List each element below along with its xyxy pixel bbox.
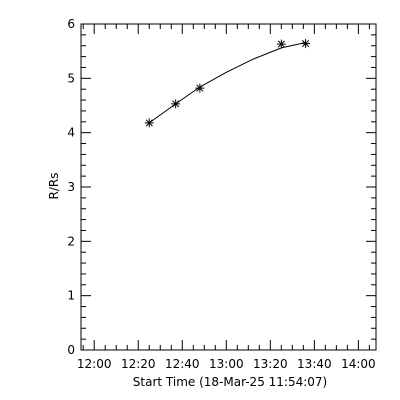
asterisk-stroke <box>196 84 204 92</box>
x-tick-label: 13:00 <box>209 357 244 371</box>
y-tick-label: 6 <box>67 17 75 31</box>
x-tick-label: 13:40 <box>297 357 332 371</box>
y-axis-title: R/Rs <box>47 173 61 200</box>
y-tick-label: 3 <box>67 180 75 194</box>
data-points-layer <box>144 39 311 128</box>
data-point-asterisk <box>276 39 286 49</box>
fit-curve-layer <box>148 41 306 124</box>
y-tick-label: 4 <box>67 126 75 140</box>
y-tick-label: 2 <box>67 234 75 248</box>
asterisk-stroke <box>172 100 180 108</box>
x-axis-title: Start Time (18-Mar-25 11:54:07) <box>133 375 327 389</box>
data-point-asterisk <box>195 83 205 93</box>
x-tick-label: 12:00 <box>77 357 112 371</box>
x-axis-ticks: 12:00 12:20 12:40 13:00 13:20 13:40 14:00 <box>77 24 376 371</box>
y-tick-label: 5 <box>67 71 75 85</box>
data-point-asterisk <box>171 99 181 109</box>
asterisk-stroke <box>145 119 153 127</box>
asterisk-stroke <box>277 40 285 48</box>
x-tick-label: 12:40 <box>165 357 200 371</box>
fit-curve <box>148 41 306 124</box>
plot-border <box>80 23 377 351</box>
asterisk-stroke <box>301 40 310 48</box>
x-tick-label: 12:20 <box>121 357 156 371</box>
data-point-asterisk <box>301 39 311 49</box>
y-axis-ticks: 0 1 2 3 4 5 6 <box>67 17 376 357</box>
y-tick-label: 1 <box>67 289 75 303</box>
x-tick-label: 14:00 <box>341 357 376 371</box>
data-point-asterisk <box>144 118 154 128</box>
plot-frame <box>80 23 377 351</box>
y-tick-label: 0 <box>67 343 75 357</box>
x-tick-label: 13:20 <box>253 357 288 371</box>
